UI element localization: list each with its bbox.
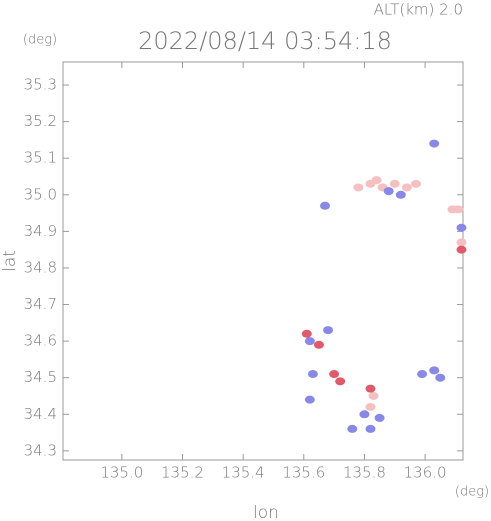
echo-point xyxy=(429,366,440,375)
echo-point xyxy=(365,402,376,411)
y-tick-label: 35.3 xyxy=(24,76,57,94)
echo-point xyxy=(395,190,406,199)
y-tick-label: 34.4 xyxy=(24,405,57,423)
y-tick-label: 35.0 xyxy=(24,185,57,203)
plot-frame xyxy=(62,61,464,461)
echo-point xyxy=(368,391,379,400)
y-tick-label: 34.9 xyxy=(24,222,57,240)
x-tick-label: 135.6 xyxy=(282,464,325,482)
y-tick-label: 34.8 xyxy=(24,258,57,276)
echo-point xyxy=(401,183,412,192)
echo-point xyxy=(320,201,331,210)
echo-point xyxy=(456,238,467,247)
x-tick-label: 136.0 xyxy=(404,464,447,482)
y-tick-label: 35.2 xyxy=(24,112,57,130)
echo-point xyxy=(374,413,385,422)
echo-point xyxy=(313,340,324,349)
echo-point xyxy=(307,370,318,379)
echo-point xyxy=(323,326,334,335)
echo-point xyxy=(335,377,346,386)
x-tick-label: 135.0 xyxy=(100,464,143,482)
echo-point xyxy=(365,384,376,393)
echo-point xyxy=(304,395,315,404)
y-axis-label: lat xyxy=(0,250,20,272)
y-tick-label: 34.5 xyxy=(24,368,57,386)
echo-point xyxy=(304,337,315,346)
y-tick-label: 34.3 xyxy=(24,441,57,459)
echo-point xyxy=(383,187,394,196)
x-axis-label: lon xyxy=(253,503,279,521)
x-tick-label: 135.4 xyxy=(222,464,265,482)
echo-point xyxy=(389,179,400,188)
y-tick-label: 34.6 xyxy=(24,332,57,350)
x-tick-label: 135.2 xyxy=(161,464,204,482)
echo-point xyxy=(353,183,364,192)
echo-point xyxy=(301,329,312,338)
y-tick-label: 35.1 xyxy=(24,149,57,167)
echo-point xyxy=(365,424,376,433)
echo-point xyxy=(410,179,421,188)
echo-point xyxy=(371,176,382,185)
echo-point xyxy=(456,223,467,232)
x-unit: (deg) xyxy=(455,485,489,500)
echo-point xyxy=(359,410,370,419)
y-unit: (deg) xyxy=(23,33,57,48)
echo-point xyxy=(417,370,428,379)
echo-point xyxy=(429,139,440,148)
echo-point xyxy=(435,373,446,382)
y-tick-label: 34.7 xyxy=(24,295,57,313)
chart-title: 2022/08/14 03:54:18 xyxy=(138,27,392,55)
echo-point xyxy=(456,245,467,254)
x-tick-label: 135.8 xyxy=(343,464,386,482)
echo-point xyxy=(453,205,464,214)
chart-subtitle: ALT(km) 2.0 xyxy=(374,1,463,19)
echo-point xyxy=(329,370,340,379)
echo-point xyxy=(347,424,358,433)
